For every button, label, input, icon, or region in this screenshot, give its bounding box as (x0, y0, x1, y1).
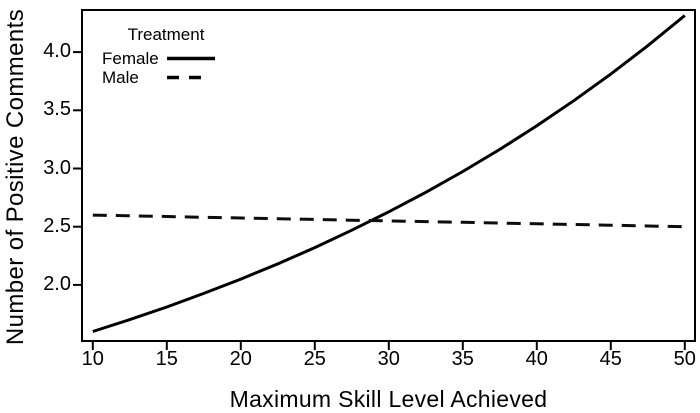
legend-label-male: Male (102, 68, 139, 87)
x-tick-label: 30 (377, 348, 400, 370)
legend: Treatment Female Male (100, 25, 232, 87)
legend-item-male: Male (100, 68, 232, 87)
x-axis-label: Maximum Skill Level Achieved (229, 386, 548, 412)
male-dashed-line-swatch-icon (167, 75, 202, 80)
x-tick-label: 35 (451, 348, 474, 370)
x-tick-label: 20 (229, 348, 252, 370)
legend-title: Treatment (127, 25, 205, 44)
x-tick-label: 15 (155, 348, 178, 370)
x-tick-label: 10 (81, 348, 104, 370)
legend-label-female: Female (102, 49, 159, 68)
y-tick-label: 4.0 (43, 40, 71, 63)
y-tick-label: 2.5 (43, 214, 71, 237)
x-tick-label: 50 (673, 348, 696, 370)
x-tick-label: 40 (525, 348, 548, 370)
y-tick-label: 3.0 (43, 156, 71, 179)
female-solid-line-swatch-icon (167, 56, 215, 61)
y-tick-label: 2.0 (43, 272, 71, 295)
x-tick-label: 45 (599, 348, 622, 370)
legend-item-female: Female (100, 49, 232, 68)
x-tick-label: 25 (303, 348, 326, 370)
y-tick-label: 3.5 (43, 98, 71, 121)
